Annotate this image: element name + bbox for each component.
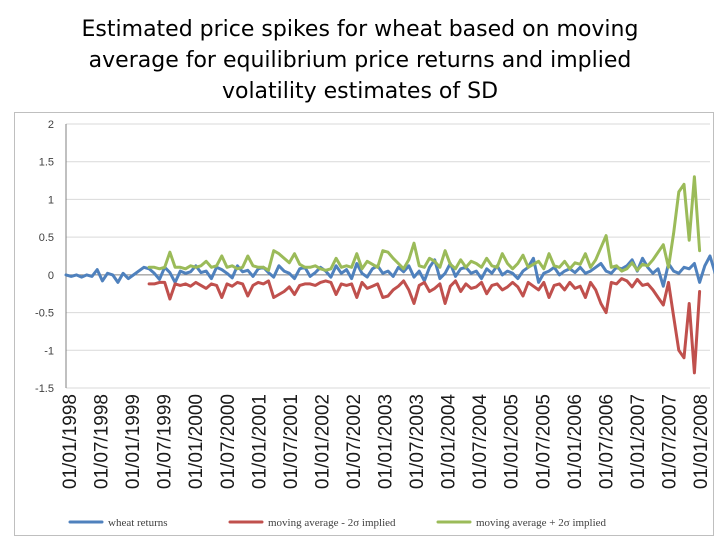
legend: wheat returns moving average - 2σ implied… bbox=[68, 517, 607, 529]
x-tick-label: 01/01/2007 bbox=[628, 394, 649, 489]
x-tick-label: 01/01/2002 bbox=[312, 394, 333, 489]
x-tick-label: 01/01/2001 bbox=[249, 394, 270, 489]
x-tick-label: 01/01/2008 bbox=[691, 394, 712, 489]
x-tick-label: 01/07/2005 bbox=[533, 394, 554, 489]
chart-title-line-1: Estimated price spikes for wheat based o… bbox=[81, 17, 639, 42]
x-tick-label: 01/07/2004 bbox=[470, 394, 491, 490]
x-tick-label: 01/07/2002 bbox=[344, 394, 365, 489]
legend-label: moving average - 2σ implied bbox=[268, 517, 396, 529]
chart-frame: 2 1.5 1 0.5 0 -0.5 -1 -1.5 01/01/1998 01/07/1998… bbox=[14, 112, 714, 536]
legend-label: moving average + 2σ implied bbox=[476, 517, 607, 529]
x-tick-label: 01/01/2006 bbox=[565, 394, 586, 489]
x-tick-label: 01/07/2003 bbox=[407, 394, 428, 489]
x-tick-label: 01/01/2000 bbox=[186, 394, 207, 489]
chart-title: Estimated price spikes for wheat based o… bbox=[0, 14, 720, 107]
chart-border bbox=[14, 112, 714, 536]
x-tick-label: 01/01/2004 bbox=[439, 394, 460, 490]
x-tick-label: 01/07/1999 bbox=[155, 394, 176, 489]
chart-title-line-2: average for equilibrium price returns an… bbox=[88, 48, 632, 73]
x-tick-label: 01/01/1999 bbox=[123, 394, 144, 489]
x-axis: 01/01/1998 01/07/1998 01/01/1999 01/07/1999… bbox=[60, 394, 712, 490]
x-tick-label: 01/07/2000 bbox=[218, 394, 239, 489]
y-tick-label: 1 bbox=[48, 194, 54, 206]
series-line-2 bbox=[147, 277, 702, 375]
chart-title-line-3: volatility estimates of SD bbox=[221, 79, 499, 104]
x-tick-label: 01/07/2007 bbox=[659, 394, 680, 489]
x-tick-label: 01/07/2006 bbox=[596, 394, 617, 489]
x-tick-label: 01/01/1998 bbox=[60, 394, 81, 489]
x-tick-label: 01/01/2005 bbox=[502, 394, 523, 489]
y-tick-label: 0.5 bbox=[39, 232, 54, 244]
y-tick-label: -1.5 bbox=[35, 383, 54, 395]
x-tick-label: 01/07/1998 bbox=[92, 394, 113, 489]
series-line-1 bbox=[64, 254, 714, 288]
y-axis: 2 1.5 1 0.5 0 -0.5 -1 -1.5 bbox=[35, 119, 67, 395]
series-lines bbox=[64, 175, 714, 375]
x-tick-label: 01/01/2003 bbox=[376, 394, 397, 489]
series-line-3 bbox=[147, 175, 702, 273]
y-tick-label: 2 bbox=[48, 119, 54, 131]
x-tick-label: 01/07/2001 bbox=[281, 394, 302, 489]
y-tick-label: 0 bbox=[48, 270, 54, 282]
line-chart: 2 1.5 1 0.5 0 -0.5 -1 -1.5 01/01/1998 01/07/1998… bbox=[14, 112, 714, 536]
gridlines bbox=[66, 123, 710, 389]
y-tick-label: 1.5 bbox=[39, 157, 54, 169]
legend-label: wheat returns bbox=[108, 517, 168, 529]
y-tick-label: -1 bbox=[44, 345, 54, 357]
y-tick-label: -0.5 bbox=[35, 308, 54, 320]
